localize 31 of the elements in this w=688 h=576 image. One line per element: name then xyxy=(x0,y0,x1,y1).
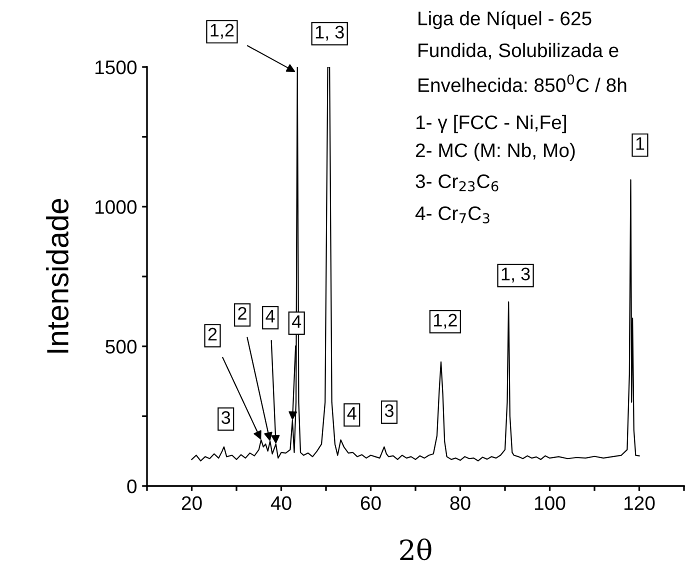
annotation: 2 xyxy=(238,306,246,320)
annotation: 4 xyxy=(347,407,356,420)
x-tick-label: 20 xyxy=(182,496,202,510)
annotation: 1- γ [FCC - Ni,Fe] xyxy=(416,114,566,134)
annotation: 3- Cr$_{23}$C$_{6}$ xyxy=(416,174,498,192)
annotation: 2 xyxy=(208,328,217,340)
y-tick-label: 500 xyxy=(106,340,137,354)
annotation: 1,2 xyxy=(434,314,457,329)
y-tick-label: 1500 xyxy=(96,60,137,74)
annotation: 1 xyxy=(636,137,644,150)
x-tick-label: 100 xyxy=(535,496,566,510)
annotation: 4 xyxy=(292,315,302,328)
y-axis-title: Intensidade xyxy=(46,198,69,353)
text: Liga de Níquel - 625 xyxy=(418,10,592,30)
y-tick-label: 0 xyxy=(127,479,137,494)
annotation: 2- MC (M: Nb, Mo) xyxy=(416,142,575,162)
annotation: 1, 3 xyxy=(316,26,344,41)
x-tick-label: 40 xyxy=(270,496,292,510)
annotation: 4- Cr$_{7}$C$_{3}$ xyxy=(415,206,490,224)
annotation: Envelhecida: 850$^{0}$C / 8h xyxy=(418,74,626,92)
annotation: 1,2 xyxy=(210,24,234,39)
x-axis-title: 2θ xyxy=(400,538,432,560)
text: Fundida, Solubilizada e xyxy=(418,42,618,60)
y-tick-label: 1000 xyxy=(96,200,137,214)
x-tick-label: 80 xyxy=(450,496,470,510)
x-tick-label: 120 xyxy=(624,496,655,510)
annotation: 1, 3 xyxy=(502,268,530,283)
annotation: 4 xyxy=(266,310,275,322)
x-tick-label: 60 xyxy=(360,496,381,510)
annotation: 3 xyxy=(222,411,230,424)
annotation: 3 xyxy=(384,404,394,418)
